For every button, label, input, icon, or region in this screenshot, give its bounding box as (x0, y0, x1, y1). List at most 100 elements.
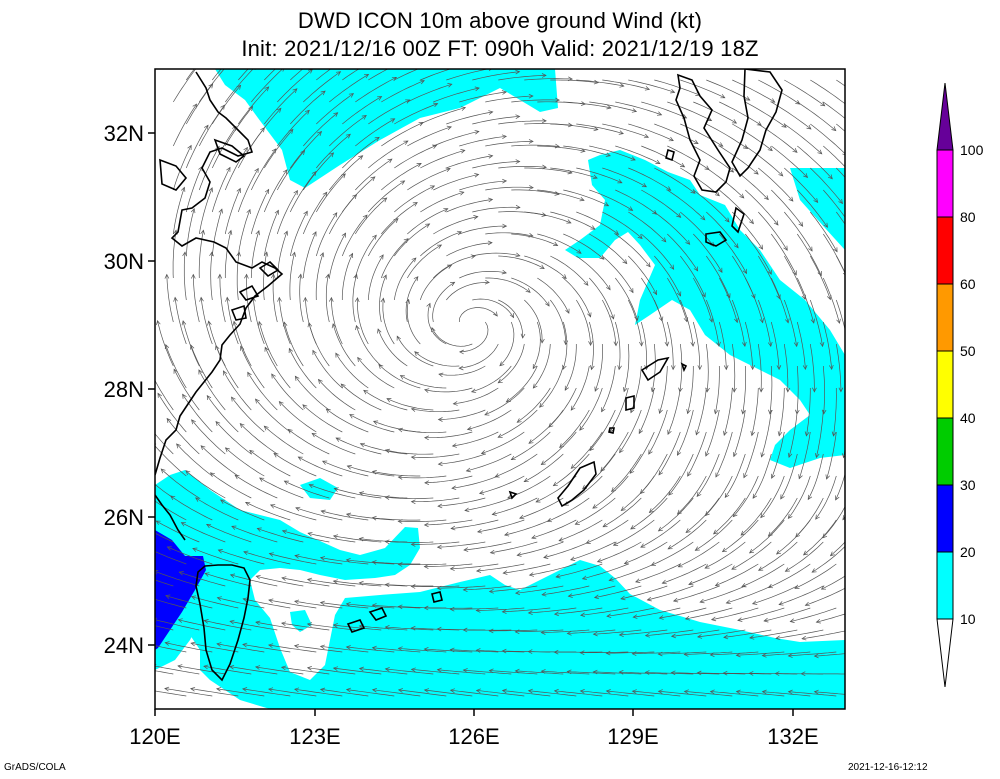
streamline (268, 688, 317, 697)
streamline-arrow (655, 159, 661, 164)
streamline (524, 211, 572, 224)
streamline-arrow (488, 628, 494, 634)
streamline-arrow (862, 319, 866, 323)
streamline (667, 519, 707, 550)
streamline (393, 257, 417, 301)
colorbar-band-30-40 (936, 417, 954, 486)
streamline (550, 299, 567, 345)
streamline (270, 504, 317, 521)
streamline-arrow (752, 493, 758, 499)
streamline-arrow (209, 472, 215, 478)
streamline (758, 123, 798, 153)
streamline-arrow (306, 665, 313, 671)
streamline (224, 230, 232, 278)
streamline (524, 255, 567, 279)
streamline (811, 545, 845, 573)
streamline-arrow (693, 266, 699, 272)
streamline (167, 546, 213, 565)
streamline-arrow (190, 686, 196, 692)
streamline-arrow (815, 514, 820, 520)
streamline-arrow (449, 688, 455, 693)
streamline (420, 69, 452, 81)
streamline (450, 649, 499, 653)
streamline (346, 603, 395, 609)
streamline (463, 669, 512, 675)
streamline (223, 370, 252, 411)
streamline-arrow (709, 689, 715, 695)
streamline-arrow (176, 443, 181, 449)
streamline (190, 344, 213, 389)
streamline-arrow (208, 83, 214, 89)
streamline (311, 433, 356, 455)
streamline-arrow (501, 134, 507, 139)
streamline (645, 672, 694, 675)
streamline (156, 520, 200, 543)
shade-patch-3 (583, 598, 598, 612)
streamline (576, 123, 624, 134)
streamline-arrow (450, 525, 456, 531)
streamline (289, 252, 296, 301)
streamline-arrow (502, 178, 508, 184)
streamline-arrow (729, 167, 735, 173)
map-title: DWD ICON 10m above ground Wind (kt) (297, 8, 703, 33)
streamline-arrow (423, 564, 429, 569)
streamline-arrow (553, 688, 559, 694)
streamline (715, 431, 733, 478)
streamline-arrow (528, 139, 534, 144)
streamline-arrow (707, 116, 713, 121)
streamline (778, 387, 785, 436)
streamline (641, 233, 674, 270)
streamline (381, 122, 424, 147)
streamline-arrow (668, 490, 674, 496)
streamline-arrow (294, 687, 300, 693)
streamline (758, 211, 788, 251)
streamline-arrow (566, 669, 572, 675)
streamline-arrow (282, 321, 288, 327)
streamline-arrow (333, 487, 339, 492)
streamline (335, 353, 369, 389)
streamline-arrow (227, 229, 233, 235)
island-miyako (431, 591, 443, 603)
streamline (347, 465, 395, 477)
streamline-arrow (742, 341, 747, 347)
streamline (381, 80, 425, 103)
streamline-arrow (630, 525, 636, 530)
streamline (333, 624, 382, 631)
streamline (810, 211, 838, 252)
streamline (385, 626, 434, 631)
streamline (658, 431, 681, 476)
streamline (331, 297, 343, 345)
streamline-arrow (271, 148, 277, 154)
streamline (155, 598, 187, 609)
streamline (446, 155, 493, 169)
streamline-arrow (884, 248, 888, 253)
streamline (619, 629, 668, 636)
streamline-arrow (382, 197, 388, 203)
streamline (308, 532, 356, 543)
streamline-arrow (635, 578, 641, 583)
streamline-arrow (177, 618, 183, 623)
streamline (355, 118, 395, 147)
streamline (172, 145, 192, 191)
streamline (288, 348, 317, 389)
streamline (524, 299, 543, 343)
streamline-arrow (657, 689, 663, 694)
streamline (216, 688, 265, 697)
streamline-arrow (838, 387, 844, 393)
streamline-arrow (836, 318, 841, 324)
streamline (726, 585, 772, 604)
colorbar-band-40-50 (936, 350, 954, 419)
streamline-arrow (740, 530, 746, 536)
streamline-arrow (449, 606, 455, 612)
streamline-arrow (773, 220, 779, 226)
streamline-arrow (644, 86, 651, 91)
streamline-arrow (281, 529, 288, 535)
streamline (359, 582, 408, 587)
streamline (524, 78, 573, 81)
streamline (594, 343, 603, 392)
streamline (809, 299, 823, 347)
streamline-arrow (868, 272, 872, 276)
island-kerama (508, 490, 518, 500)
streamline-arrow (216, 642, 222, 647)
